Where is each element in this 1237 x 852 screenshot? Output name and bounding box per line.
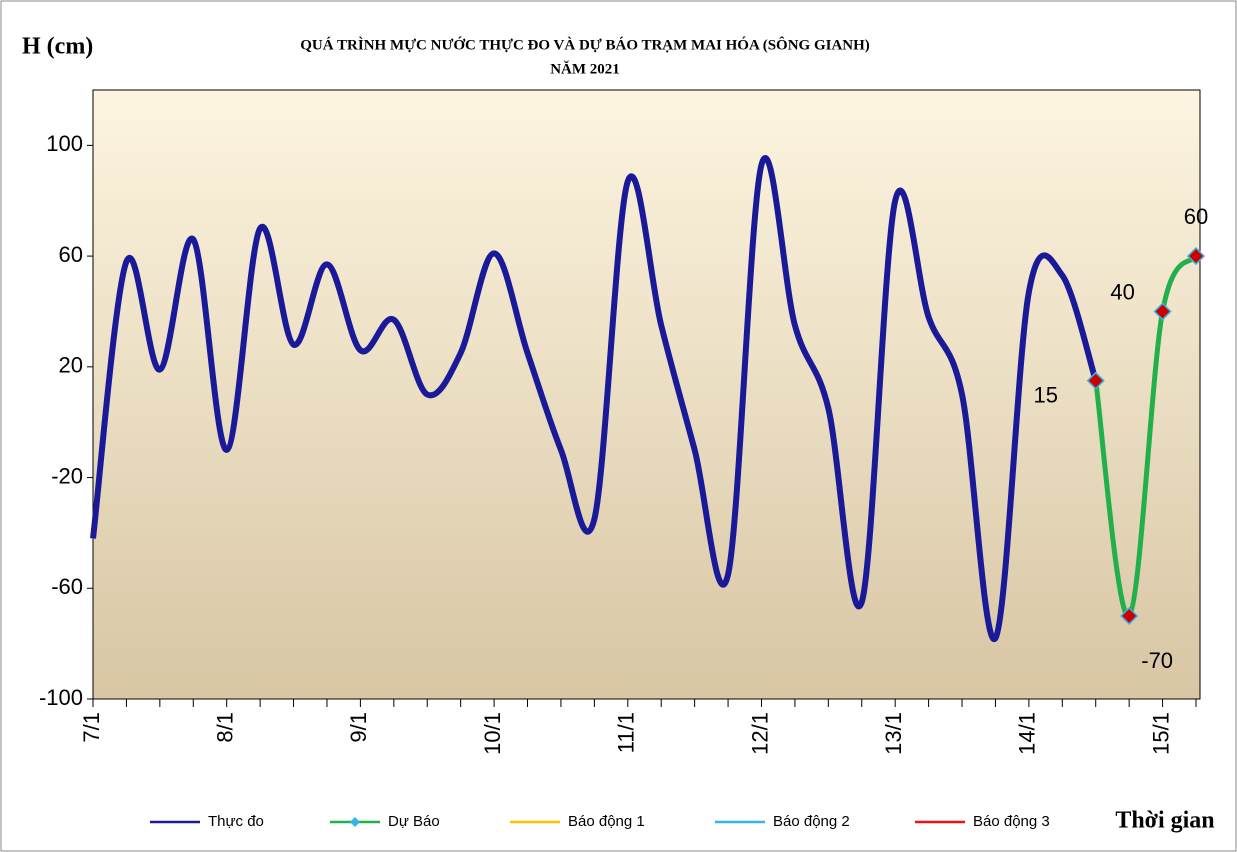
marker bbox=[1153, 302, 1172, 321]
x-tick-label: 12/1 bbox=[747, 712, 772, 755]
y-tick-label: -20 bbox=[51, 463, 83, 488]
x-axis-label: Thời gian bbox=[1115, 808, 1214, 834]
x-tick-label: 8/1 bbox=[213, 712, 238, 743]
marker bbox=[1120, 606, 1139, 626]
x-tick-label: 15/1 bbox=[1148, 712, 1173, 755]
x-tick-label: 14/1 bbox=[1015, 712, 1040, 755]
x-tick-label: 10/1 bbox=[480, 712, 505, 755]
data-label: 60 bbox=[1184, 204, 1208, 229]
x-tick-label: 7/1 bbox=[79, 712, 104, 743]
data-label: 40 bbox=[1110, 279, 1134, 304]
x-tick-label: 13/1 bbox=[881, 712, 906, 755]
plot-area bbox=[92, 89, 1201, 700]
y-tick-label: -100 bbox=[39, 685, 83, 710]
chart-title: QUÁ TRÌNH MỰC NƯỚC THỰC ĐO VÀ DỰ BÁO TRẠ… bbox=[300, 36, 870, 53]
chart-subtitle: NĂM 2021 bbox=[550, 60, 620, 77]
series-line bbox=[90, 155, 1099, 642]
data-label: -70 bbox=[1141, 648, 1173, 673]
legend-marker bbox=[350, 817, 360, 827]
data-label: 15 bbox=[1033, 382, 1057, 407]
marker bbox=[1186, 247, 1206, 266]
legend-label: Dự Báo bbox=[388, 813, 440, 830]
y-tick-label: 20 bbox=[59, 353, 83, 378]
legend-label: Báo động 3 bbox=[973, 813, 1050, 830]
y-tick-label: 60 bbox=[59, 242, 83, 267]
y-axis-label: H (cm) bbox=[22, 34, 93, 60]
x-tick-label: 9/1 bbox=[346, 712, 371, 743]
marker bbox=[1086, 371, 1105, 390]
x-tick-label: 11/1 bbox=[614, 712, 639, 753]
legend-label: Thực đo bbox=[208, 813, 264, 830]
y-tick-label: 100 bbox=[46, 131, 83, 156]
y-tick-label: -60 bbox=[51, 574, 83, 599]
legend-label: Báo động 1 bbox=[568, 813, 645, 830]
legend-label: Báo động 2 bbox=[773, 813, 850, 830]
series-line bbox=[1093, 254, 1199, 619]
